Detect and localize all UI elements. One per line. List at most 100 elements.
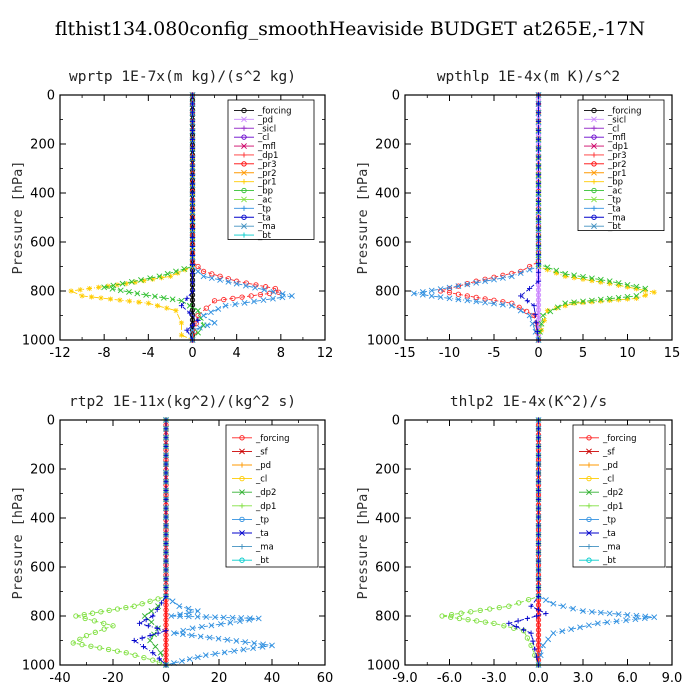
data-point — [642, 292, 648, 298]
data-point — [528, 603, 534, 609]
data-point — [189, 243, 196, 250]
data-point — [535, 189, 542, 196]
data-point — [580, 299, 586, 306]
data-point — [155, 603, 161, 610]
data-point — [132, 279, 138, 285]
data-point — [464, 297, 471, 304]
data-point — [189, 234, 196, 241]
x-tick-label: -3.0 — [481, 671, 506, 686]
data-point — [181, 266, 188, 272]
data-point — [89, 610, 96, 616]
data-point — [155, 630, 161, 636]
x-tick-label: 0.0 — [528, 671, 549, 686]
legend-label: _pd — [602, 461, 618, 471]
data-point — [200, 268, 207, 275]
data-point — [521, 627, 527, 633]
data-point — [158, 275, 165, 281]
legend-label: _ac — [607, 187, 622, 197]
data-point — [189, 252, 196, 258]
y-tick-label: 600 — [30, 236, 55, 251]
x-tick-label: -20 — [102, 671, 123, 686]
legend-marker — [586, 530, 592, 536]
data-point — [542, 597, 549, 603]
data-point — [499, 301, 506, 308]
data-point — [105, 283, 111, 289]
legend-marker — [241, 116, 247, 123]
data-point — [141, 655, 147, 661]
data-point — [107, 296, 114, 302]
legend-marker — [239, 516, 245, 523]
data-point — [535, 278, 542, 284]
data-point — [598, 298, 604, 304]
data-point — [616, 282, 622, 288]
x-tick-label: 0 — [162, 671, 170, 686]
y-tick-label: 400 — [375, 512, 400, 527]
data-point — [606, 278, 613, 285]
data-point — [128, 278, 135, 285]
legend-label: _mfl — [607, 133, 626, 143]
data-point — [163, 452, 169, 458]
data-point — [194, 654, 201, 661]
data-point — [154, 606, 160, 613]
data-point — [544, 308, 550, 314]
data-point — [535, 558, 542, 564]
data-point — [524, 635, 531, 641]
legend-label: _cl — [602, 475, 614, 485]
data-point — [550, 630, 557, 637]
data-point — [464, 293, 470, 299]
legend-marker — [591, 152, 597, 158]
data-point — [189, 101, 196, 107]
series-markers — [163, 417, 275, 668]
legend-marker — [591, 161, 597, 167]
data-point — [516, 600, 522, 606]
data-point — [101, 284, 108, 291]
data-point — [152, 643, 159, 650]
x-tick-label: 8 — [277, 346, 285, 361]
legend-label: _mfl — [257, 142, 276, 152]
data-point — [189, 199, 196, 205]
data-point — [227, 619, 234, 626]
data-point — [101, 620, 107, 626]
data-point — [123, 650, 129, 656]
legend-label: _forcing — [607, 106, 642, 116]
x-tick-label: 0 — [188, 346, 196, 361]
data-point — [526, 266, 533, 273]
data-point — [131, 637, 137, 644]
data-point — [150, 650, 156, 656]
data-point — [517, 307, 524, 314]
data-point — [194, 608, 201, 615]
figure-title: flthist134.080config_smoothHeaviside BUD… — [54, 18, 646, 40]
data-point — [178, 332, 185, 338]
series-line — [519, 95, 539, 341]
data-point — [132, 652, 138, 658]
plot-frame — [404, 94, 673, 341]
data-point — [189, 327, 196, 334]
data-point — [246, 616, 253, 623]
data-point — [119, 280, 126, 287]
legend-label: _dp1 — [607, 142, 628, 152]
legend-marker — [586, 462, 592, 468]
legend-label: _bt — [257, 231, 272, 241]
data-point — [535, 607, 542, 613]
data-point — [150, 657, 156, 663]
y-axis-label: Pressure [hPa] — [355, 161, 371, 275]
x-tick-label: -8 — [98, 346, 111, 361]
data-point — [651, 289, 657, 295]
data-point — [633, 283, 640, 290]
data-point — [535, 110, 542, 116]
legend-label: _ta — [607, 204, 621, 214]
data-point — [184, 295, 190, 301]
legend-label: _forcing — [602, 434, 637, 444]
data-point — [229, 614, 236, 621]
data-point — [163, 496, 169, 502]
data-point — [528, 630, 534, 636]
data-point — [185, 613, 192, 620]
y-tick-label: 200 — [375, 138, 400, 153]
data-point — [477, 607, 483, 614]
data-point — [189, 288, 196, 294]
data-point — [272, 285, 278, 292]
data-point — [571, 300, 577, 306]
legend-label: _pr2 — [607, 160, 627, 170]
y-tick-label: 600 — [375, 236, 400, 251]
data-point — [215, 306, 222, 312]
